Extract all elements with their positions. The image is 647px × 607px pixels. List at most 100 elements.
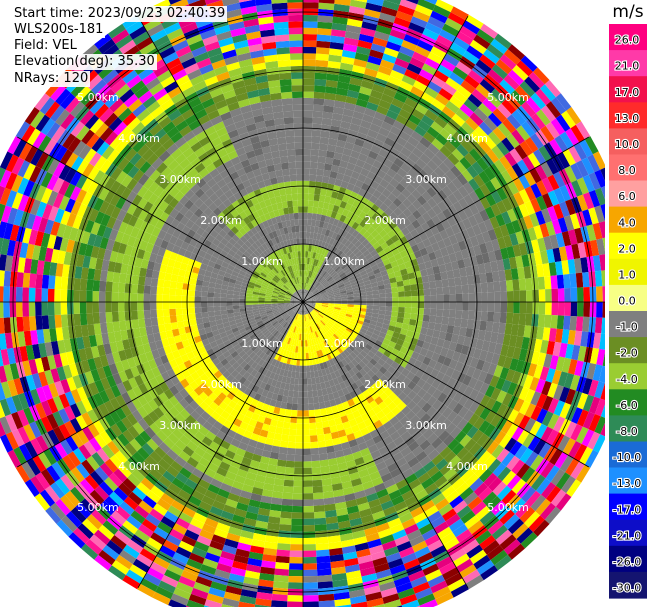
velocity-cell [381, 274, 390, 281]
velocity-cell [462, 50, 480, 65]
velocity-cell [330, 343, 337, 351]
velocity-cell [548, 328, 557, 342]
velocity-cell [499, 54, 517, 70]
velocity-cell [482, 98, 497, 113]
velocity-cell [131, 284, 138, 294]
velocity-cell [367, 465, 379, 475]
velocity-cell [344, 427, 354, 436]
velocity-cell [494, 302, 501, 313]
velocity-cell [388, 489, 402, 501]
velocity-cell [144, 277, 152, 286]
velocity-cell [296, 429, 303, 436]
velocity-cell [501, 420, 513, 434]
velocity-cell [554, 451, 569, 469]
velocity-cell [345, 270, 353, 277]
velocity-cell [407, 252, 417, 261]
velocity-cell [547, 398, 560, 414]
velocity-cell [300, 346, 303, 353]
velocity-cell [351, 358, 359, 367]
velocity-cell [465, 574, 484, 590]
velocity-cell [468, 190, 480, 204]
velocity-cell [339, 326, 346, 332]
velocity-cell [565, 458, 580, 476]
velocity-cell [379, 59, 395, 70]
velocity-cell [295, 333, 298, 340]
velocity-cell [512, 523, 529, 540]
velocity-cell [290, 544, 303, 551]
velocity-cell [47, 302, 55, 316]
velocity-cell [547, 382, 558, 398]
velocity-cell [431, 138, 444, 151]
velocity-cell [314, 294, 321, 298]
velocity-cell [308, 333, 311, 340]
velocity-cell [550, 118, 566, 136]
velocity-cell [484, 385, 496, 398]
velocity-cell [328, 329, 335, 336]
velocity-cell [490, 38, 508, 55]
velocity-cell [415, 158, 427, 170]
velocity-cell [316, 350, 321, 358]
velocity-cell [357, 353, 365, 361]
velocity-cell [355, 379, 363, 388]
velocity-cell [502, 392, 513, 407]
velocity-cell [305, 289, 308, 296]
velocity-cell [414, 467, 427, 479]
velocity-cell [430, 580, 448, 594]
velocity-cell [306, 276, 309, 284]
velocity-cell [22, 302, 29, 317]
velocity-cell [352, 484, 365, 493]
velocity-cell [547, 190, 560, 206]
velocity-cell [365, 200, 375, 210]
velocity-cell [430, 545, 447, 558]
velocity-cell [305, 290, 309, 297]
velocity-cell [433, 521, 449, 535]
velocity-cell [124, 292, 131, 302]
velocity-cell [429, 308, 437, 316]
velocity-cell [330, 327, 337, 334]
velocity-cell [426, 218, 436, 229]
velocity-cell [506, 280, 514, 292]
velocity-cell [341, 304, 348, 307]
velocity-cell [311, 311, 316, 317]
velocity-cell [346, 18, 363, 28]
velocity-cell [362, 230, 371, 239]
velocity-cell [292, 493, 303, 500]
velocity-cell [305, 307, 309, 314]
velocity-cell [314, 344, 319, 352]
velocity-cell [304, 308, 307, 315]
velocity-cell [303, 244, 306, 251]
velocity-cell [309, 319, 314, 326]
velocity-cell [440, 324, 448, 333]
velocity-cell [531, 474, 546, 491]
velocity-cell [501, 99, 517, 115]
velocity-cell [369, 165, 380, 175]
velocity-cell [542, 193, 554, 209]
velocity-cell [555, 472, 571, 490]
velocity-cell [176, 282, 184, 290]
velocity-cell [319, 459, 329, 467]
velocity-cell [433, 166, 446, 179]
velocity-cell [505, 222, 516, 235]
velocity-cell [317, 574, 333, 583]
velocity-cell [326, 322, 333, 328]
velocity-cell [334, 303, 342, 306]
velocity-cell [392, 63, 407, 75]
velocity-cell [352, 450, 363, 460]
velocity-cell [377, 314, 385, 320]
velocity-cell [344, 356, 352, 364]
velocity-cell [421, 114, 435, 127]
velocity-cell [430, 121, 444, 134]
velocity-cell [403, 312, 411, 319]
velocity-cell [377, 317, 385, 324]
velocity-cell [384, 207, 394, 217]
velocity-cell [423, 444, 436, 456]
velocity-cell [550, 275, 558, 289]
velocity-cell [393, 421, 404, 431]
velocity-cell [175, 302, 182, 309]
velocity-cell [354, 490, 367, 500]
velocity-cell [479, 535, 496, 550]
velocity-cell [397, 202, 408, 213]
velocity-cell [353, 296, 361, 300]
velocity-cell [79, 290, 87, 302]
velocity-cell [301, 308, 303, 315]
